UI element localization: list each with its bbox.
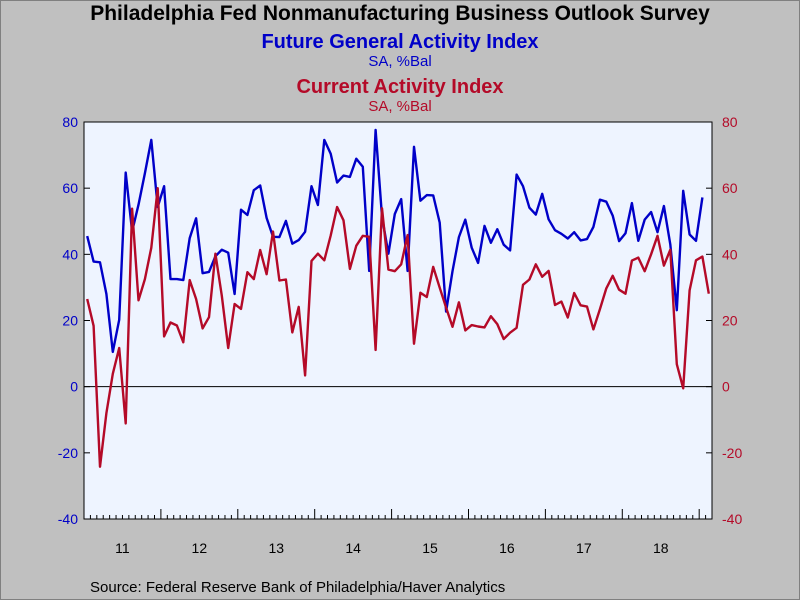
- source-note: Source: Federal Reserve Bank of Philadel…: [90, 579, 506, 596]
- x-axis-label: 13: [268, 540, 284, 556]
- x-axis-label: 14: [345, 540, 361, 556]
- x-axis-label: 17: [576, 540, 592, 556]
- series-2-title: Current Activity Index: [296, 76, 504, 98]
- right-axis-label: 20: [722, 313, 738, 329]
- x-axis-label: 11: [115, 540, 130, 556]
- right-axis-label: -40: [722, 511, 742, 527]
- right-axis-label: 0: [722, 379, 730, 395]
- series-1-units: SA, %Bal: [368, 53, 432, 70]
- plot-area: [84, 122, 712, 519]
- left-axis-label: -20: [58, 445, 78, 461]
- right-axis-label: 40: [722, 246, 738, 262]
- left-axis-label: 0: [70, 379, 78, 395]
- left-axis-label: -40: [58, 511, 78, 527]
- x-axis-label: 15: [422, 540, 438, 556]
- series-2-units: SA, %Bal: [368, 98, 432, 115]
- left-axis-label: 60: [62, 180, 78, 196]
- x-axis-label: 12: [192, 540, 208, 556]
- left-axis-label: 80: [62, 114, 78, 130]
- chart-title: Philadelphia Fed Nonmanufacturing Busine…: [90, 2, 710, 25]
- series-1-title: Future General Activity Index: [261, 31, 539, 53]
- left-axis-label: 40: [62, 246, 78, 262]
- right-axis-label: -20: [722, 445, 742, 461]
- right-axis-label: 60: [722, 180, 738, 196]
- x-axis-label: 18: [653, 540, 669, 556]
- series-line-2: [86, 186, 710, 468]
- right-axis-label: 80: [722, 114, 738, 130]
- x-axis-label: 16: [499, 540, 515, 556]
- left-axis-label: 20: [62, 313, 78, 329]
- series-line-1: [86, 128, 704, 354]
